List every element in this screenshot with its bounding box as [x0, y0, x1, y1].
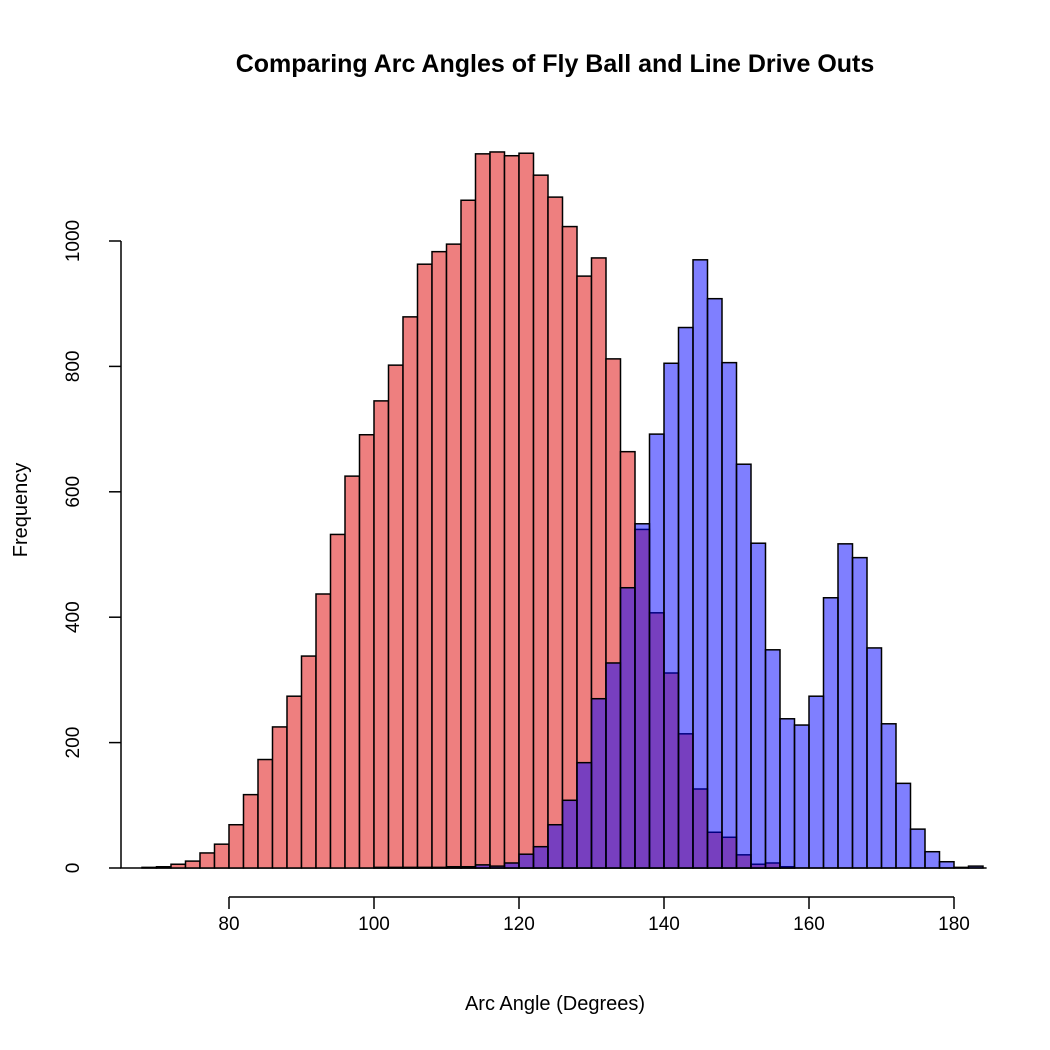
y-tick-label: 200 [63, 727, 84, 759]
bars-layer [120, 151, 987, 869]
bar-series2-bin-124 [547, 823, 564, 869]
bar-series2-bin-158 [793, 724, 810, 869]
bar-series1-bin-108 [431, 250, 448, 869]
bar-series2-bin-160 [808, 695, 825, 869]
bar-series1-bin-122 [532, 174, 549, 869]
bar-series2-bin-176 [924, 850, 941, 869]
bar-series1-bin-116 [489, 151, 506, 869]
bar-series1-bin-68 [141, 866, 158, 869]
bar-series2-bin-152 [750, 542, 767, 869]
bar-series1-bin-76 [199, 852, 216, 869]
bar-series2-bin-164 [837, 543, 854, 869]
bar-series2-bin-168 [866, 647, 883, 869]
bar-series1-bin-82 [242, 793, 259, 869]
bar-series1-bin-90 [300, 655, 317, 869]
x-tick-label: 160 [793, 914, 825, 935]
bar-series2-bin-128 [576, 761, 593, 869]
bar-series2-bin-142 [677, 326, 694, 869]
bar-series2-bin-136 [634, 523, 651, 869]
x-tick-label: 120 [503, 914, 535, 935]
bar-series1-bin-106 [416, 263, 433, 869]
bar-series2-bin-104 [402, 866, 419, 869]
bar-series2-bin-166 [851, 556, 868, 869]
x-axis: 80 100 120 140 160 180 [218, 896, 970, 935]
bar-series1-bin-102 [387, 364, 404, 869]
bar-series1-bin-72 [170, 863, 187, 869]
bar-series2-bin-174 [909, 828, 926, 869]
bar-series2-bin-112 [460, 865, 477, 869]
bar-series1-bin-124 [547, 196, 564, 869]
bar-series2-bin-156 [779, 718, 796, 869]
bar-series1-bin-100 [373, 400, 390, 869]
bar-series2-bin-126 [561, 799, 578, 869]
bar-series2-bin-102 [387, 866, 404, 869]
y-tick-label: 0 [63, 863, 84, 874]
bar-series2-bin-116 [489, 865, 506, 869]
bar-series2-bin-110 [445, 865, 462, 869]
bar-series1-bin-110 [445, 243, 462, 869]
bar-series2-bin-162 [822, 597, 839, 869]
bar-series1-bin-98 [358, 433, 375, 869]
bar-series2-bin-114 [474, 864, 491, 869]
bar-series2-bin-182 [967, 865, 984, 869]
bar-series2-bin-140 [663, 362, 680, 869]
x-tick-label: 100 [358, 914, 390, 935]
x-tick-label: 140 [648, 914, 680, 935]
bar-series2-bin-148 [721, 361, 738, 869]
bar-series1-bin-126 [561, 225, 578, 869]
x-tick-label: 80 [218, 914, 239, 935]
y-tick-label: 600 [63, 476, 84, 508]
bar-series2-bin-154 [764, 649, 781, 869]
bar-series2-bin-178 [938, 860, 955, 869]
bar-series1-bin-118 [503, 154, 520, 869]
bar-series2-bin-120 [518, 853, 535, 869]
bar-series2-bin-132 [605, 662, 622, 869]
bar-series1-bin-114 [474, 153, 491, 869]
bar-series2-bin-100 [373, 866, 390, 869]
bar-series1-bin-80 [228, 823, 245, 869]
bar-series2-bin-150 [735, 463, 752, 869]
y-tick-label: 800 [63, 351, 84, 383]
bar-series2-bin-138 [648, 433, 665, 869]
bar-series2-bin-172 [895, 782, 912, 869]
bar-series2-bin-118 [503, 862, 520, 869]
bar-series1-bin-104 [402, 316, 419, 869]
bar-series1-bin-70 [155, 865, 172, 869]
bar-series2-bin-170 [880, 723, 897, 869]
bar-series1-bin-112 [460, 199, 477, 869]
bar-series1-bin-84 [257, 758, 274, 869]
bar-series2-bin-122 [532, 845, 549, 869]
bar-series1-bin-88 [286, 695, 303, 869]
bar-series2-bin-134 [619, 586, 636, 869]
bar-series1-bin-86 [271, 726, 288, 869]
bar-series2-bin-146 [706, 297, 723, 869]
y-tick-label: 400 [63, 601, 84, 633]
bar-series1-bin-120 [518, 152, 535, 869]
y-axis-label: Frequency [10, 463, 32, 558]
bar-series1-bin-94 [329, 533, 346, 869]
y-axis: 0 200 400 600 800 1000 [63, 220, 122, 874]
bar-series1-bin-78 [213, 843, 230, 869]
x-tick-label: 180 [938, 914, 970, 935]
bar-series2-bin-130 [590, 697, 607, 869]
bar-series2-bin-106 [416, 866, 433, 869]
bar-series1-bin-74 [184, 860, 201, 869]
x-axis-label: Arc Angle (Degrees) [465, 993, 645, 1015]
chart-title: Comparing Arc Angles of Fly Ball and Lin… [236, 50, 875, 78]
y-tick-label: 1000 [63, 220, 84, 262]
bar-series2-bin-108 [431, 866, 448, 869]
bar-series1-bin-92 [315, 593, 332, 869]
bar-series1-bin-96 [344, 475, 361, 869]
bar-series2-bin-180 [953, 866, 970, 869]
bar-series2-bin-144 [692, 259, 709, 869]
